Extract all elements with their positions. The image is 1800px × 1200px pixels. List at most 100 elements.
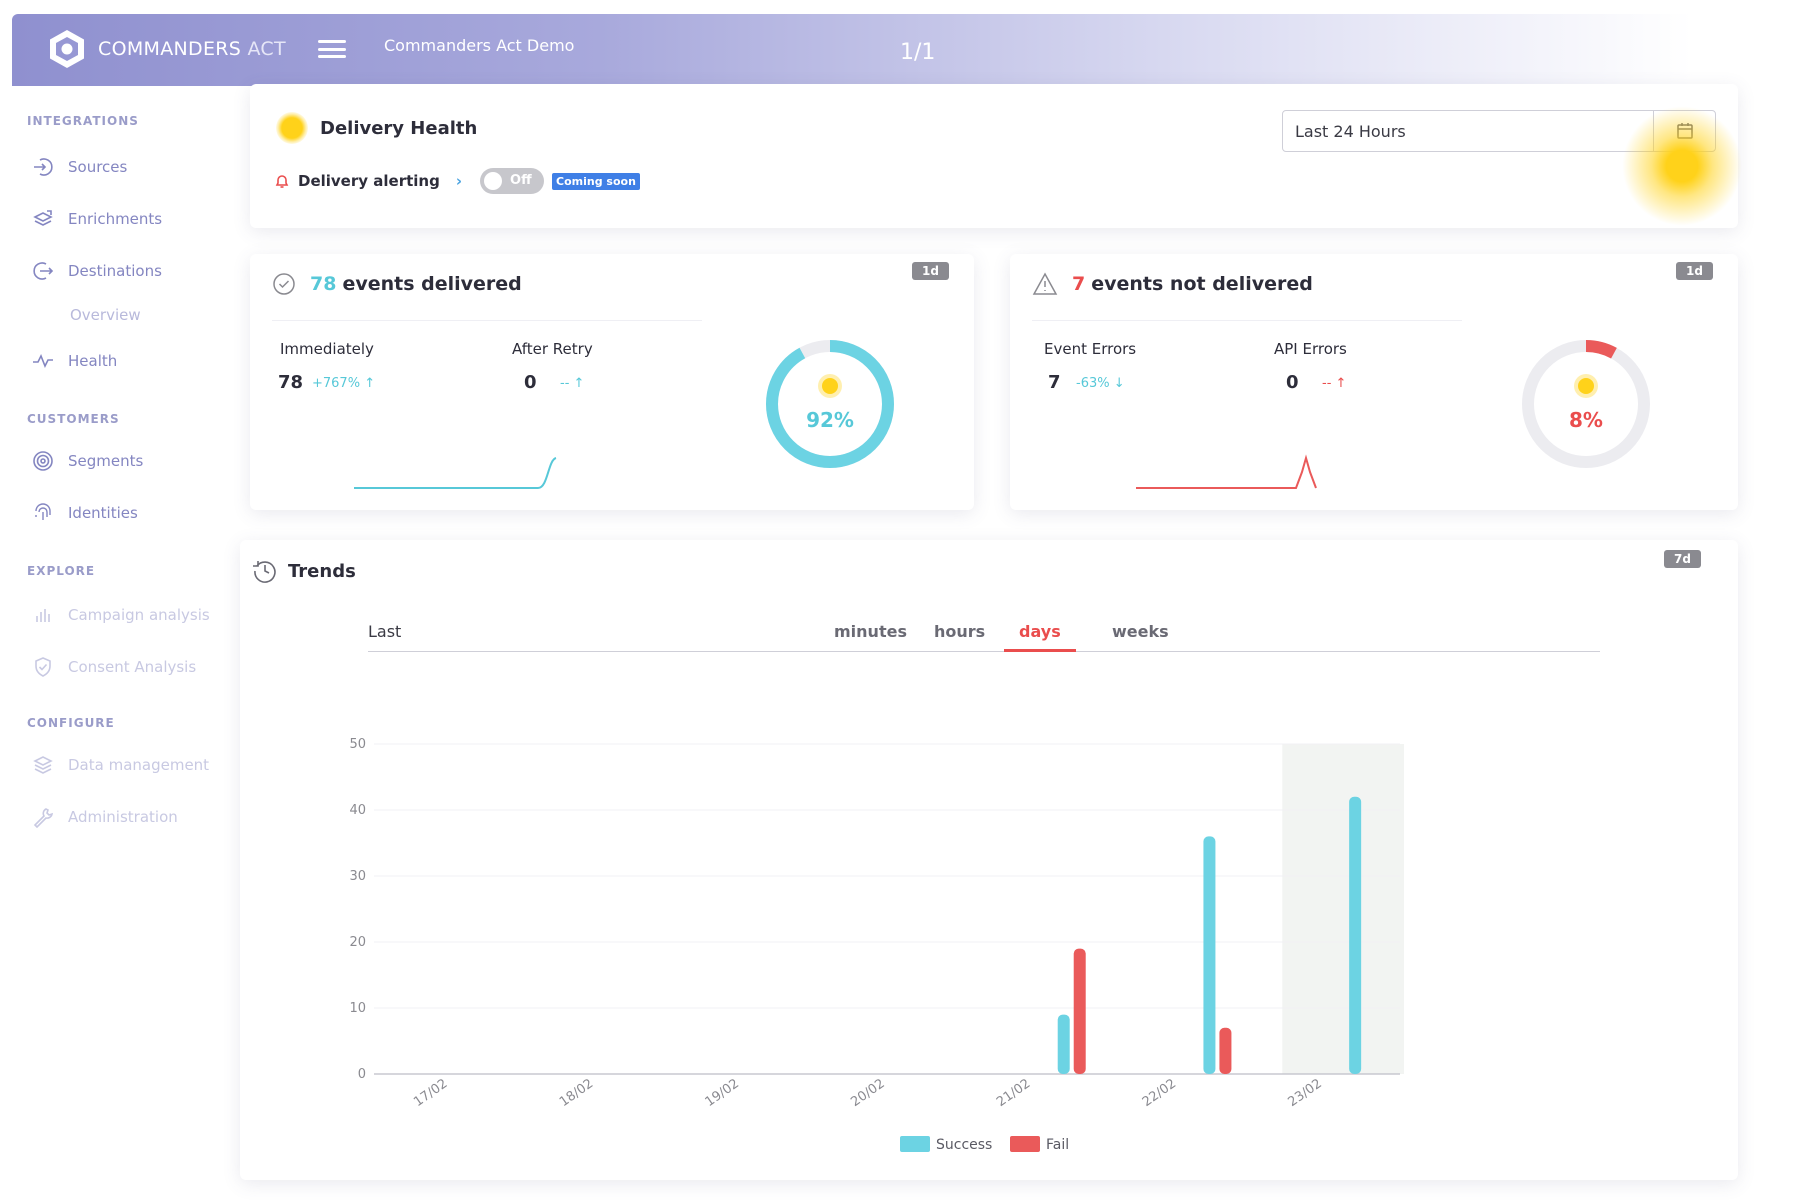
- delivered-donut: 92%: [766, 340, 894, 468]
- trends-card: 7d Trends Last minutes hours days weeks …: [240, 540, 1738, 1180]
- legend-label: Fail: [1046, 1137, 1069, 1153]
- sidebar-item-data-management[interactable]: Data management: [32, 754, 209, 776]
- layers-icon: [33, 210, 53, 226]
- sidebar-section-customers: CUSTOMERS: [27, 412, 120, 426]
- sidebar-item-administration[interactable]: Administration: [32, 806, 178, 828]
- sidebar-item-segments[interactable]: Segments: [32, 450, 143, 472]
- sidebar-item-campaign-analysis[interactable]: Campaign analysis: [32, 604, 210, 626]
- workspace-name[interactable]: Commanders Act Demo: [384, 36, 575, 55]
- history-icon: [253, 561, 276, 583]
- tab-last-label: Last: [368, 622, 402, 641]
- api-errors-value: 0: [1286, 372, 1299, 393]
- x-tick-label: 18/02: [557, 1076, 596, 1110]
- exit-arrow-icon: [33, 262, 54, 280]
- not-delivered-label: events not delivered: [1091, 273, 1313, 295]
- wrench-icon: [33, 808, 54, 828]
- trends-header: Trends: [252, 558, 356, 584]
- target-icon: [33, 451, 53, 471]
- delivered-percent: 92%: [806, 408, 854, 432]
- sun-status-icon: [276, 112, 308, 144]
- legend-label: Success: [936, 1137, 992, 1153]
- immediately-delta-text: +767%: [312, 376, 361, 391]
- sidebar-item-label: Administration: [68, 808, 178, 826]
- top-bar: COMMANDERS ACT Commanders Act Demo 1/1: [12, 14, 1692, 86]
- sidebar-subitem-overview[interactable]: Overview: [70, 306, 141, 324]
- event-errors-delta-text: -63%: [1076, 376, 1110, 391]
- immediately-value: 78: [278, 372, 304, 393]
- tab-weeks[interactable]: weeks: [1112, 622, 1169, 641]
- sidebar-item-sources[interactable]: Sources: [32, 156, 127, 178]
- highlight-column: [1282, 744, 1404, 1074]
- bar-success: [1349, 796, 1362, 1074]
- date-range-input[interactable]: [1283, 111, 1653, 151]
- sidebar-item-consent-analysis[interactable]: Consent Analysis: [32, 656, 196, 678]
- sidebar-section-configure: CONFIGURE: [27, 716, 115, 730]
- event-errors-value: 7: [1048, 372, 1061, 393]
- y-tick-label: 50: [349, 737, 366, 752]
- sidebar: INTEGRATIONS Sources Enrichments Destina…: [12, 86, 240, 1200]
- x-tick-label: 19/02: [703, 1076, 742, 1110]
- time-granularity-tabs: Last minutes hours days weeks: [368, 616, 1600, 652]
- delivered-label: events delivered: [342, 273, 522, 295]
- not-delivered-donut: 8%: [1522, 340, 1650, 468]
- brand-name: COMMANDERS ACT: [98, 38, 286, 60]
- hamburger-menu-icon[interactable]: [318, 36, 346, 62]
- warning-triangle-icon: [1032, 272, 1058, 295]
- immediately-delta: +767% ↑: [312, 376, 375, 391]
- immediately-label: Immediately: [280, 340, 374, 358]
- sidebar-item-destinations[interactable]: Destinations: [32, 260, 162, 282]
- events-delivered-header: 78 events delivered: [272, 272, 522, 296]
- events-delivered-card: 1d 78 events delivered Immediately 78 +76…: [250, 254, 974, 510]
- sidebar-item-label: Segments: [68, 452, 144, 470]
- arrow-up-icon: ↑: [1335, 376, 1347, 391]
- bar-chart-icon: [36, 609, 50, 622]
- not-delivered-sparkline: [1136, 454, 1317, 489]
- y-tick-label: 30: [349, 869, 366, 884]
- sidebar-item-label: Enrichments: [68, 210, 163, 228]
- x-tick-label: 21/02: [994, 1076, 1033, 1110]
- tab-minutes[interactable]: minutes: [834, 622, 907, 641]
- fingerprint-icon: [35, 503, 51, 520]
- after-retry-delta-text: --: [560, 376, 570, 391]
- bar-success: [1203, 836, 1216, 1074]
- x-tick-label: 20/02: [848, 1076, 887, 1110]
- arrow-up-icon: ↑: [364, 376, 376, 391]
- brand-logo[interactable]: COMMANDERS ACT: [46, 28, 286, 70]
- coming-soon-badge: Coming soon: [552, 172, 640, 190]
- y-tick-label: 10: [349, 1001, 366, 1016]
- period-badge: 1d: [912, 262, 949, 280]
- delivery-alerting-row: Delivery alerting › Off Coming soon: [274, 168, 640, 194]
- brand-name-main: COMMANDERS: [98, 38, 242, 60]
- x-tick-label: 23/02: [1285, 1076, 1324, 1110]
- sidebar-item-enrichments[interactable]: Enrichments: [32, 208, 162, 230]
- pulse-icon: [33, 354, 53, 368]
- sidebar-item-label: Identities: [68, 504, 138, 522]
- period-badge: 7d: [1664, 550, 1701, 568]
- after-retry-label: After Retry: [512, 340, 593, 358]
- legend-swatch: [900, 1136, 930, 1152]
- delivery-health-title: Delivery Health: [320, 118, 478, 139]
- trends-bar-chart: 0 10 20 30 40 50 17/02 18/02 19/02 20/02 21/02 22/0…: [349, 737, 1404, 1153]
- y-tick-label: 0: [358, 1067, 366, 1082]
- tab-days[interactable]: days: [1004, 622, 1076, 652]
- divider: [272, 320, 702, 321]
- sidebar-item-label: Health: [68, 352, 118, 370]
- api-errors-delta-text: --: [1322, 376, 1332, 391]
- tab-hours[interactable]: hours: [934, 622, 986, 641]
- delivered-count: 78: [310, 273, 337, 295]
- sidebar-item-label: Data management: [68, 756, 210, 774]
- bar-fail: [1219, 1027, 1232, 1074]
- sidebar-item-health[interactable]: Health: [32, 350, 117, 372]
- delivered-sparkline: [354, 457, 557, 489]
- delivery-alerting-label: Delivery alerting: [298, 172, 440, 190]
- y-tick-label: 20: [349, 935, 366, 950]
- chevron-right-icon[interactable]: ›: [455, 172, 463, 190]
- legend-swatch: [1010, 1136, 1040, 1152]
- event-errors-label: Event Errors: [1044, 340, 1137, 358]
- delivery-health-card: Delivery Health Delivery alerting › Off …: [250, 84, 1744, 228]
- sidebar-item-identities[interactable]: Identities: [32, 502, 138, 524]
- shield-check-icon: [35, 657, 51, 677]
- y-tick-label: 40: [349, 803, 366, 818]
- alerting-toggle[interactable]: Off: [480, 168, 545, 194]
